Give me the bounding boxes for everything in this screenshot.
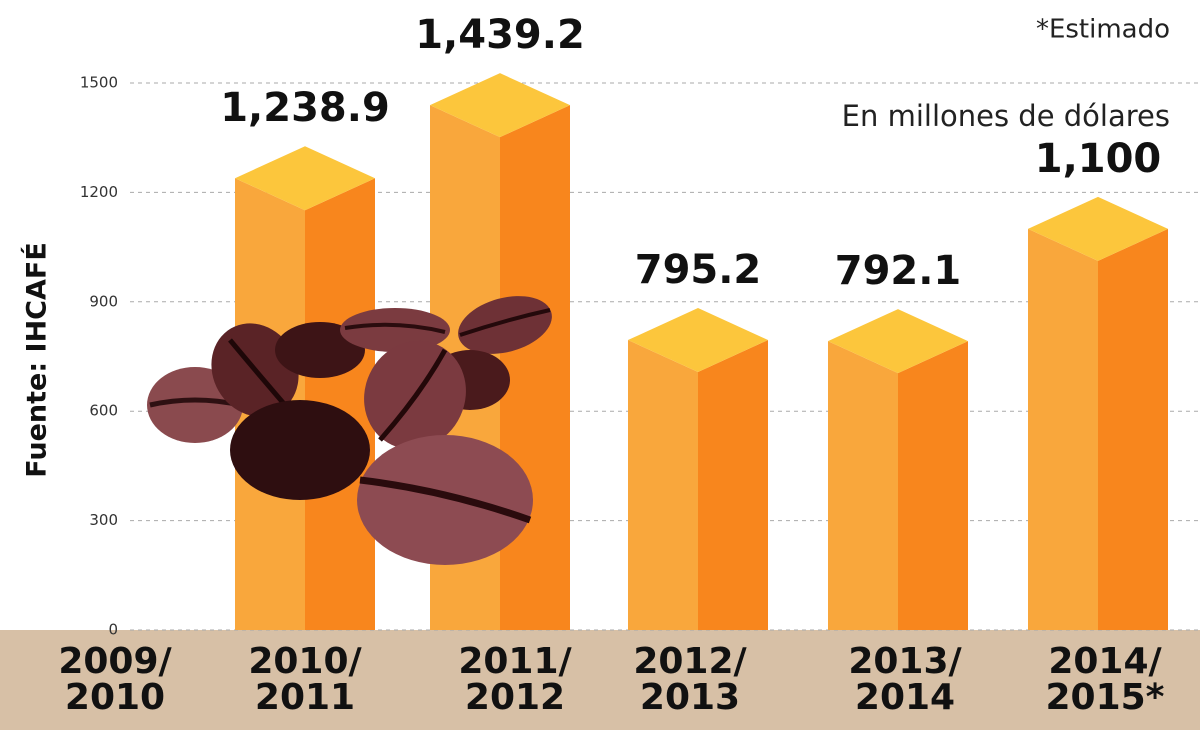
x-tick-label: 2014 bbox=[855, 677, 955, 718]
bar-top bbox=[430, 73, 570, 138]
bars bbox=[235, 73, 1168, 630]
x-tick-label: 2011 bbox=[255, 677, 355, 718]
subtitle: En millones de dólares bbox=[842, 99, 1170, 133]
axis-band bbox=[0, 630, 1200, 730]
bar-top bbox=[828, 309, 968, 374]
x-tick-label: 2009/ bbox=[58, 641, 172, 682]
y-tick-label: 1500 bbox=[80, 74, 118, 92]
bar-left-face bbox=[828, 341, 898, 630]
x-tick-label: 2014/ bbox=[1048, 641, 1162, 682]
x-tick-label: 2010/ bbox=[248, 641, 362, 682]
y-tick-label: 900 bbox=[89, 292, 118, 310]
value-label: 1,238.9 bbox=[220, 85, 390, 131]
x-tick-label: 2015* bbox=[1045, 677, 1164, 718]
bar-right-face bbox=[305, 178, 375, 630]
bar-top bbox=[628, 308, 768, 373]
x-tick-label: 2013/ bbox=[848, 641, 962, 682]
bar-right-face bbox=[500, 105, 570, 630]
bar-right-face bbox=[898, 341, 968, 630]
value-label: 1,439.2 bbox=[415, 12, 585, 58]
value-label: 792.1 bbox=[835, 248, 962, 294]
x-tick-label: 2010 bbox=[65, 677, 165, 718]
y-tick-label: 1200 bbox=[80, 183, 118, 201]
bar-top bbox=[1028, 196, 1168, 261]
note: *Estimado bbox=[1036, 15, 1170, 45]
bar-right-face bbox=[698, 340, 768, 630]
x-tick-label: 2013 bbox=[640, 677, 740, 718]
x-tick-label: 2012 bbox=[465, 677, 565, 718]
bar-left-face bbox=[628, 340, 698, 630]
bar-top bbox=[235, 146, 375, 211]
coffee-beans bbox=[147, 296, 552, 565]
bar-left-face bbox=[1028, 228, 1098, 630]
bar-right-face bbox=[1098, 228, 1168, 630]
x-tick-label: 2012/ bbox=[633, 641, 747, 682]
labels: 2009/2010 2010/2011 1,238.9 2011/2012 1,439.… bbox=[58, 12, 1164, 718]
y-tick-label: 0 bbox=[108, 621, 118, 639]
value-label: 795.2 bbox=[635, 247, 762, 293]
x-tick-label: 2011/ bbox=[458, 641, 572, 682]
y-tick-label: 600 bbox=[89, 402, 118, 420]
value-label: 1,100 bbox=[1035, 136, 1162, 182]
y-tick-label: 300 bbox=[89, 511, 118, 529]
source: Fuente: IHCAFÉ bbox=[21, 242, 53, 478]
